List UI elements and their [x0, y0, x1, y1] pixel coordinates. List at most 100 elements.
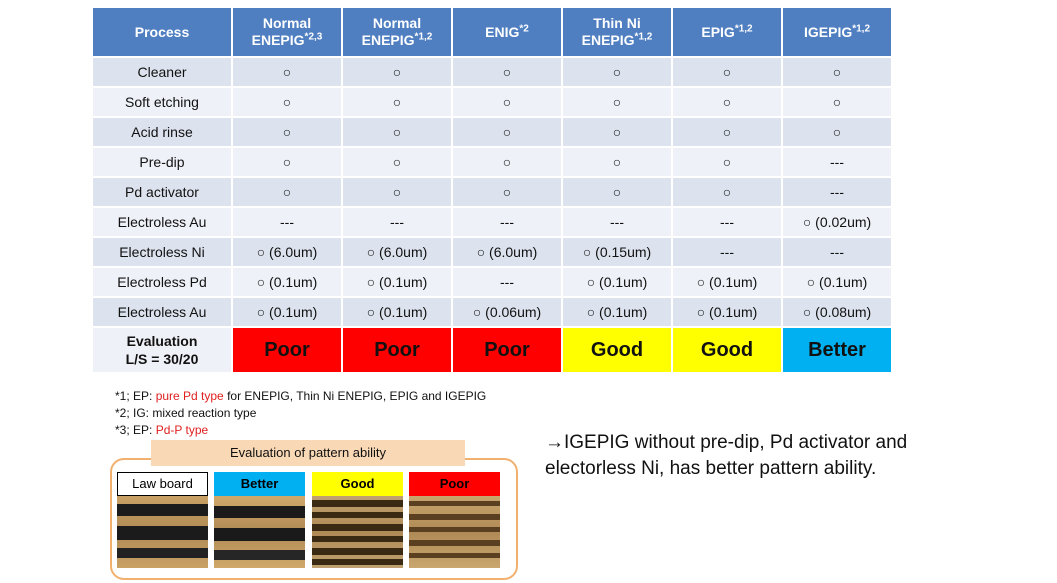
header-process: Process	[93, 8, 231, 56]
micrograph-line	[117, 548, 208, 558]
header-col-line2: ENEPIG	[361, 32, 415, 48]
micrograph-line	[117, 526, 208, 540]
sample-label: Good	[312, 472, 403, 496]
sample-micrograph	[409, 496, 500, 568]
table-cell: ○ (0.1um)	[563, 298, 671, 326]
table-cell: ○ (0.06um)	[453, 298, 561, 326]
evaluation-label: Evaluation L/S = 30/20	[93, 328, 231, 372]
table-cell: ○	[233, 88, 341, 116]
table-row: Pd activator ○ ○ ○ ○ ○ ---	[93, 178, 891, 206]
sample-good: Good	[312, 472, 403, 568]
table-cell: ○	[453, 88, 561, 116]
table-cell: ○ (0.1um)	[673, 268, 781, 296]
table-cell: ○	[563, 178, 671, 206]
row-label: Cleaner	[93, 58, 231, 86]
header-col-4: Thin Ni ENEPIG*1,2	[563, 8, 671, 56]
table-cell: ---	[783, 238, 891, 266]
table-cell: ---	[783, 178, 891, 206]
table-cell: ---	[343, 208, 451, 236]
header-col-line1: Thin Ni	[593, 15, 641, 31]
evaluation-cell: Poor	[233, 328, 341, 372]
header-col-line2: ENEPIG	[581, 32, 635, 48]
process-table: Process Normal ENEPIG*2,3 Normal ENEPIG*1,…	[91, 6, 893, 374]
sample-law-board: Law board	[117, 472, 208, 568]
table-cell: ○ (0.1um)	[673, 298, 781, 326]
micrograph-line	[312, 512, 403, 518]
row-label: Electroless Ni	[93, 238, 231, 266]
table-cell: ○	[673, 88, 781, 116]
row-label: Electroless Au	[93, 208, 231, 236]
table-cell: ○ (0.1um)	[233, 268, 341, 296]
footnote-text: *3; EP:	[115, 423, 156, 437]
evaluation-row: Evaluation L/S = 30/20 Poor Poor Poor Good Goo…	[93, 328, 891, 372]
table-cell: ---	[453, 268, 561, 296]
table-cell: ○	[673, 148, 781, 176]
table-cell: ---	[453, 208, 561, 236]
conclusion-line-2: electorless Ni, has better pattern abili…	[545, 458, 877, 479]
evaluation-label-line1: Evaluation	[126, 333, 198, 349]
row-label: Electroless Au	[93, 298, 231, 326]
row-label: Acid rinse	[93, 118, 231, 146]
table-cell: ---	[233, 208, 341, 236]
header-col-2: Normal ENEPIG*1,2	[343, 8, 451, 56]
header-col-sup: *1,2	[852, 22, 871, 34]
micrograph-line	[409, 514, 500, 520]
table-cell: ○	[453, 58, 561, 86]
table-cell: ○	[673, 178, 781, 206]
sample-micrograph	[214, 496, 305, 568]
sample-better: Better	[214, 472, 305, 568]
evaluation-cell: Good	[563, 328, 671, 372]
sample-label: Better	[214, 472, 305, 496]
micrograph-line	[312, 500, 403, 507]
footnote-2: *2; IG: mixed reaction type	[115, 405, 486, 422]
footnote-text: *2; IG: mixed reaction type	[115, 406, 257, 420]
sample-micrograph	[312, 496, 403, 568]
table-cell: ○ (6.0um)	[233, 238, 341, 266]
table-cell: ○	[563, 148, 671, 176]
footnote-1: *1; EP: pure Pd type for ENEPIG, Thin Ni…	[115, 388, 486, 405]
header-col-sup: *2	[519, 22, 529, 34]
evaluation-cell: Poor	[453, 328, 561, 372]
table-cell: ○ (0.02um)	[783, 208, 891, 236]
table-cell: ○	[343, 178, 451, 206]
micrograph-line	[312, 524, 403, 531]
table-cell: ○	[343, 148, 451, 176]
table-cell: ○	[343, 58, 451, 86]
table-cell: ○	[673, 58, 781, 86]
table-cell: ○ (0.1um)	[343, 298, 451, 326]
micrograph-line	[409, 527, 500, 532]
table-cell: ○ (0.1um)	[783, 268, 891, 296]
table-row: Acid rinse ○ ○ ○ ○ ○ ○	[93, 118, 891, 146]
micrograph-line	[117, 504, 208, 516]
table-cell: ○	[233, 178, 341, 206]
row-label: Electroless Pd	[93, 268, 231, 296]
table-row: Pre-dip ○ ○ ○ ○ ○ ---	[93, 148, 891, 176]
table-cell: ○	[343, 118, 451, 146]
header-col-5: EPIG*1,2	[673, 8, 781, 56]
table-cell: ○	[453, 118, 561, 146]
micrograph-line	[214, 550, 305, 560]
table-cell: ○	[563, 118, 671, 146]
table-cell: ○	[343, 88, 451, 116]
header-col-line1: Normal	[262, 15, 312, 31]
table-cell: ---	[673, 208, 781, 236]
table-cell: ○	[563, 88, 671, 116]
table-cell: ○	[673, 118, 781, 146]
footnote-highlight: pure Pd type	[155, 389, 224, 403]
micrograph-line	[312, 536, 403, 542]
header-col-line1: ENIG	[485, 23, 520, 40]
sample-label: Poor	[409, 472, 500, 496]
row-label: Soft etching	[93, 88, 231, 116]
micrograph-line	[312, 559, 403, 565]
conclusion-line-1: →IGEPIG without pre-dip, Pd activator an…	[545, 432, 908, 453]
header-col-6: IGEPIG*1,2	[783, 8, 891, 56]
footnote-highlight: Pd-P type	[155, 423, 209, 437]
header-col-sup: *1,2	[414, 31, 433, 43]
micrograph-line	[214, 528, 305, 541]
table-cell: ---	[673, 238, 781, 266]
table-row: Cleaner ○ ○ ○ ○ ○ ○	[93, 58, 891, 86]
header-col-line1: Normal	[372, 15, 422, 31]
table-row: Electroless Ni ○ (6.0um) ○ (6.0um) ○ (6.0um…	[93, 238, 891, 266]
table-header-row: Process Normal ENEPIG*2,3 Normal ENEPIG*1,…	[93, 8, 891, 56]
table-cell: ○ (0.1um)	[233, 298, 341, 326]
